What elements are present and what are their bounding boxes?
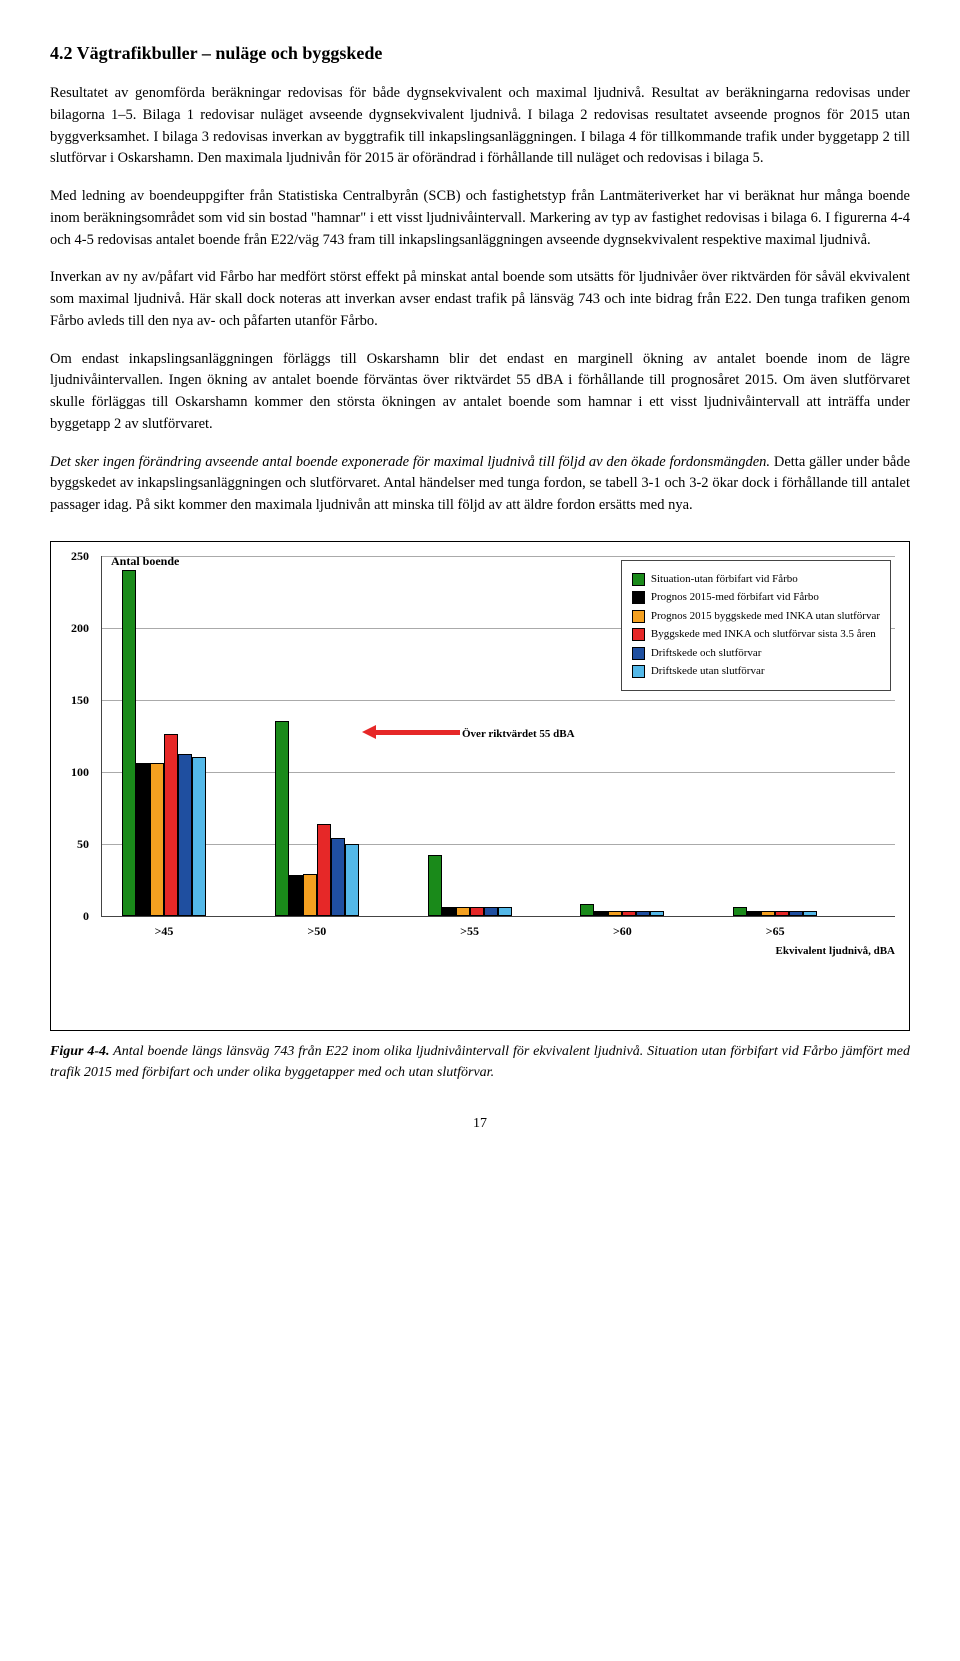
bar: [122, 570, 136, 916]
y-axis: 050100150200250: [65, 556, 95, 916]
page-number: 17: [50, 1113, 910, 1134]
bar: [192, 757, 206, 915]
bar-group: [122, 570, 206, 916]
gridline: [102, 700, 895, 701]
bar: [789, 911, 803, 915]
bar: [650, 911, 664, 915]
bar: [456, 907, 470, 916]
legend-item: Driftskede utan slutförvar: [632, 663, 880, 680]
section-heading: 4.2 Vägtrafikbuller – nuläge och byggske…: [50, 40, 910, 67]
bar-group: [733, 907, 817, 916]
bar: [303, 874, 317, 916]
legend-item: Driftskede och slutförvar: [632, 645, 880, 662]
bar: [733, 907, 747, 916]
y-tick-label: 250: [71, 547, 89, 565]
bar: [594, 911, 608, 915]
bar: [470, 907, 484, 916]
gridline: [102, 556, 895, 557]
bar: [178, 754, 192, 915]
bar: [150, 763, 164, 916]
bar: [164, 734, 178, 915]
legend-label: Driftskede och slutförvar: [651, 645, 762, 662]
legend-label: Byggskede med INKA och slutförvar sista …: [651, 626, 876, 643]
bar: [775, 911, 789, 915]
x-tick-label: >45: [155, 922, 174, 940]
paragraph-5: Det sker ingen förändring avseende antal…: [50, 452, 910, 517]
bar-group: [580, 904, 664, 916]
chart-legend: Situation-utan förbifart vid FårboProgno…: [621, 560, 891, 691]
bar: [289, 875, 303, 915]
paragraph-3: Inverkan av ny av/påfart vid Fårbo har m…: [50, 267, 910, 332]
bar: [136, 763, 150, 916]
legend-item: Byggskede med INKA och slutförvar sista …: [632, 626, 880, 643]
paragraph-2: Med ledning av boendeuppgifter från Stat…: [50, 186, 910, 251]
bar-group: [428, 855, 512, 915]
bar: [608, 911, 622, 915]
legend-swatch: [632, 591, 645, 604]
paragraph-4: Om endast inkapslingsanläggningen förläg…: [50, 349, 910, 436]
legend-swatch: [632, 628, 645, 641]
y-tick-label: 200: [71, 619, 89, 637]
bar: [580, 904, 594, 916]
gridline: [102, 844, 895, 845]
paragraph-1: Resultatet av genomförda beräkningar red…: [50, 83, 910, 170]
y-tick-label: 100: [71, 763, 89, 781]
bar: [761, 911, 775, 915]
x-tick-label: >55: [460, 922, 479, 940]
legend-swatch: [632, 665, 645, 678]
y-tick-label: 50: [77, 835, 89, 853]
y-tick-label: 150: [71, 691, 89, 709]
legend-label: Prognos 2015 byggskede med INKA utan slu…: [651, 608, 880, 625]
gridline: [102, 772, 895, 773]
callout-text: Över riktvärdet 55 dBA: [462, 726, 575, 743]
bar: [622, 911, 636, 915]
legend-swatch: [632, 647, 645, 660]
legend-item: Situation-utan förbifart vid Fårbo: [632, 571, 880, 588]
bar: [275, 721, 289, 915]
figure-text: Antal boende längs länsväg 743 från E22 …: [50, 1044, 910, 1080]
figure-caption: Figur 4-4. Antal boende längs länsväg 74…: [50, 1041, 910, 1083]
legend-item: Prognos 2015 byggskede med INKA utan slu…: [632, 608, 880, 625]
legend-swatch: [632, 573, 645, 586]
bar-group: [275, 721, 359, 915]
bar: [331, 838, 345, 916]
bar: [747, 911, 761, 915]
legend-label: Driftskede utan slutförvar: [651, 663, 765, 680]
y-tick-label: 0: [83, 907, 89, 925]
figure-label: Figur 4-4.: [50, 1044, 110, 1059]
bar: [803, 911, 817, 915]
bar: [317, 824, 331, 916]
bar: [636, 911, 650, 915]
paragraph-5-italic: Det sker ingen förändring avseende antal…: [50, 454, 770, 470]
x-tick-label: >60: [613, 922, 632, 940]
bar: [484, 907, 498, 916]
chart-container: Antal boende 050100150200250 >45>50>55>6…: [50, 541, 910, 1031]
legend-label: Situation-utan förbifart vid Fårbo: [651, 571, 798, 588]
bar: [498, 907, 512, 916]
bar: [442, 907, 456, 916]
legend-item: Prognos 2015-med förbifart vid Fårbo: [632, 589, 880, 606]
x-axis-title: Ekvivalent ljudnivå, dBA: [775, 943, 895, 960]
bar: [428, 855, 442, 915]
x-tick-label: >65: [766, 922, 785, 940]
arrow-line: [374, 730, 460, 735]
bar: [345, 844, 359, 916]
legend-label: Prognos 2015-med förbifart vid Fårbo: [651, 589, 819, 606]
x-tick-label: >50: [307, 922, 326, 940]
legend-swatch: [632, 610, 645, 623]
